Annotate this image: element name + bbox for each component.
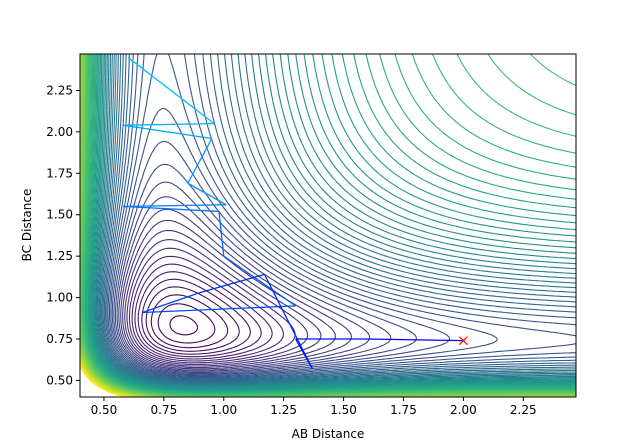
x-tick-label: 0.50 bbox=[91, 403, 118, 417]
contour-level bbox=[137, 271, 262, 358]
contour-level bbox=[145, 286, 240, 352]
contour-level bbox=[98, 54, 576, 385]
contour-level bbox=[97, 54, 576, 386]
y-tick-label: 1.00 bbox=[46, 291, 73, 305]
contour-level bbox=[107, 54, 576, 379]
end-marker bbox=[458, 336, 468, 346]
y-tick-label: 1.50 bbox=[46, 208, 73, 222]
contour-level bbox=[104, 54, 576, 380]
trajectory-segment bbox=[123, 122, 215, 126]
contour-level bbox=[89, 54, 576, 391]
x-tick-label: 1.75 bbox=[390, 403, 417, 417]
contour-level bbox=[93, 54, 576, 388]
y-tick-label: 0.50 bbox=[46, 373, 73, 387]
y-tick-label: 1.75 bbox=[46, 166, 73, 180]
contour-level bbox=[128, 247, 296, 364]
x-tick-label: 1.25 bbox=[270, 403, 297, 417]
y-tick-label: 1.25 bbox=[46, 249, 73, 263]
y-tick-label: 2.25 bbox=[46, 83, 73, 97]
x-tick-label: 2.25 bbox=[510, 403, 537, 417]
trajectory-segment bbox=[218, 211, 225, 257]
plot-area bbox=[80, 54, 576, 397]
contour-level bbox=[100, 54, 576, 384]
trajectory-segment bbox=[187, 182, 227, 206]
contour-level bbox=[126, 239, 309, 366]
contour-level bbox=[114, 163, 418, 374]
trajectory-segment bbox=[199, 273, 265, 294]
trajectory-segment bbox=[263, 274, 314, 370]
contour-level bbox=[102, 54, 576, 382]
trajectory-segment bbox=[142, 291, 201, 314]
trajectory-segment bbox=[142, 305, 296, 314]
contour-level bbox=[103, 54, 576, 381]
contour-level bbox=[110, 54, 576, 377]
x-tick-label: 1.00 bbox=[210, 403, 237, 417]
y-tick-label: 2.00 bbox=[46, 125, 73, 139]
contour-level bbox=[124, 229, 322, 367]
contour-level bbox=[169, 315, 199, 336]
contour-level bbox=[111, 107, 498, 376]
trajectory-segment bbox=[127, 56, 215, 125]
trajectory-segment bbox=[223, 255, 297, 307]
contour-level bbox=[99, 54, 576, 384]
x-axis-label: AB Distance bbox=[292, 427, 365, 441]
contour-level bbox=[157, 303, 216, 344]
x-tick-label: 2.00 bbox=[450, 403, 477, 417]
end-marker-x bbox=[458, 336, 468, 346]
contour-level bbox=[86, 54, 576, 393]
y-axis-ticks: 0.50 0.75 1.00 1.25 1.50 1.75 2.00 2.25 bbox=[46, 83, 80, 387]
contour-level bbox=[113, 140, 451, 375]
contour-level bbox=[95, 54, 576, 387]
trajectory-segment bbox=[367, 338, 464, 342]
x-tick-label: 0.75 bbox=[151, 403, 178, 417]
contour-level bbox=[96, 54, 576, 386]
contour-level bbox=[80, 366, 125, 397]
contour-level bbox=[134, 263, 273, 360]
contour-level bbox=[150, 294, 229, 349]
trajectory-segment bbox=[123, 205, 220, 213]
contour-level bbox=[108, 54, 576, 378]
trajectory-path bbox=[123, 56, 464, 370]
x-axis-ticks: 0.50 0.75 1.00 1.25 1.50 1.75 2.00 2.25 bbox=[91, 397, 537, 417]
contour-level bbox=[92, 54, 576, 389]
trajectory-segment bbox=[123, 204, 227, 208]
contour-level bbox=[116, 181, 392, 372]
contour-level bbox=[94, 54, 576, 388]
contour-level bbox=[120, 208, 352, 370]
contour-level bbox=[106, 54, 576, 380]
y-tick-label: 0.75 bbox=[46, 332, 73, 346]
x-tick-label: 1.50 bbox=[330, 403, 357, 417]
plot-frame bbox=[79, 53, 577, 398]
trajectory-segment bbox=[187, 138, 213, 184]
contour-level bbox=[91, 54, 576, 390]
trajectory-segment bbox=[123, 124, 212, 140]
trajectory-segment bbox=[295, 338, 313, 370]
y-axis-label: BC Distance bbox=[20, 189, 34, 262]
contour-level bbox=[101, 54, 576, 383]
contour-level bbox=[118, 196, 371, 371]
